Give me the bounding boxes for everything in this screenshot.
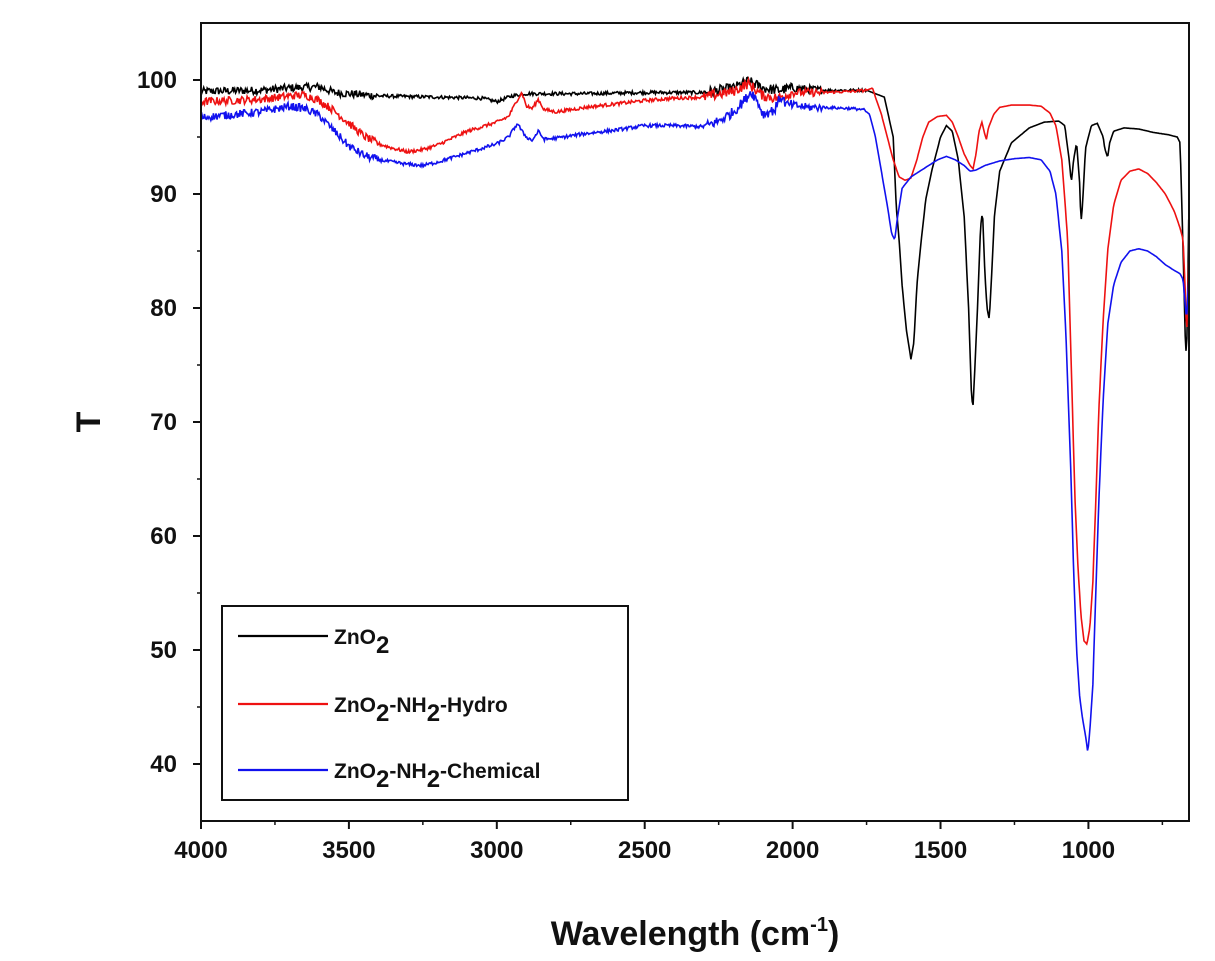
y-axis: 40 50 60 70 80 90 100 [137,67,201,778]
x-tick-label: 2500 [618,837,671,864]
x-tick-label: 1000 [1062,837,1115,864]
x-tick-label: 3000 [470,837,523,864]
legend: ZnO2 ZnO2-NH2-Hydro ZnO2-NH2-Chemical [221,605,629,801]
legend-label-2: ZnO2-NH2-Chemical [334,760,540,793]
series-line-2 [200,91,1190,751]
y-tick-label: 70 [150,409,177,436]
series-line-1 [200,76,1190,646]
x-tick-label: 2000 [766,837,819,864]
x-axis-title-tail: ) [828,915,839,953]
x-tick-label: 3500 [322,837,375,864]
legend-label-0: ZnO2 [334,626,389,659]
y-tick-label: 90 [150,181,177,208]
x-tick-label: 4000 [174,837,227,864]
x-axis-title-sup: -1 [810,914,828,936]
series-line-0 [200,76,1190,406]
y-tick-label: 60 [150,523,177,550]
x-axis: 4000 3500 3000 2500 2000 1500 1000 [174,821,1164,864]
x-axis-title-main: Wavelength (cm [551,915,810,953]
legend-label-1: ZnO2-NH2-Hydro [334,694,508,727]
y-tick-label: 50 [150,637,177,664]
y-axis-title: T [70,411,108,432]
y-tick-label: 100 [137,67,177,94]
y-tick-label: 40 [150,751,177,778]
series-layer [200,76,1190,751]
x-tick-label: 1500 [914,837,967,864]
x-axis-title: Wavelength (cm-1) [551,914,840,953]
y-tick-label: 80 [150,295,177,322]
